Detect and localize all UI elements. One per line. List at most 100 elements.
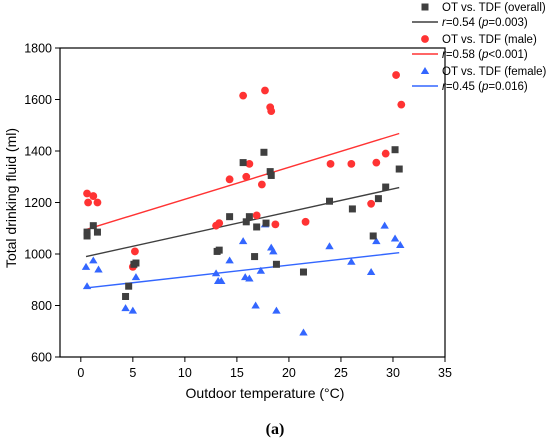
y-tick-label: 1200 bbox=[24, 196, 52, 210]
data-point-square bbox=[83, 228, 91, 236]
data-point-circle bbox=[83, 189, 91, 198]
data-point-square bbox=[369, 232, 377, 240]
fit-line-triangle bbox=[85, 252, 400, 289]
data-point-square bbox=[267, 171, 275, 179]
data-point-square bbox=[93, 228, 101, 236]
legend-fit-label-square: r=0.54 (p=0.003) bbox=[442, 17, 528, 29]
data-point-triangle bbox=[131, 273, 141, 281]
data-point-circle bbox=[257, 180, 266, 189]
data-point-triangle bbox=[217, 277, 226, 285]
data-point-square bbox=[326, 197, 333, 205]
data-point-triangle bbox=[396, 240, 405, 248]
x-tick-label: 0 bbox=[77, 366, 84, 380]
data-point-triangle bbox=[81, 262, 91, 270]
data-point-circle bbox=[397, 100, 406, 109]
data-point-square bbox=[215, 246, 223, 254]
data-point-circle bbox=[367, 199, 376, 208]
data-point-square bbox=[122, 292, 130, 300]
data-point-triangle bbox=[372, 237, 381, 245]
figure-caption: (a) bbox=[266, 421, 285, 438]
data-point-triangle bbox=[128, 306, 138, 314]
data-point-square bbox=[132, 259, 140, 267]
data-point-square bbox=[242, 218, 250, 226]
data-point-square bbox=[262, 219, 270, 227]
data-point-triangle bbox=[89, 256, 98, 264]
data-point-triangle bbox=[272, 306, 281, 314]
data-point-square bbox=[382, 183, 390, 191]
legend-marker-triangle bbox=[420, 67, 430, 74]
y-tick-label: 600 bbox=[31, 351, 52, 365]
data-point-circle bbox=[267, 107, 276, 115]
data-point-circle bbox=[131, 247, 139, 256]
x-tick-label: 25 bbox=[334, 366, 348, 380]
axes: 0 5 10 15 20 25 30 35 600 800 1000 1200 1400 1600 1800 bbox=[24, 42, 452, 381]
data-point-triangle bbox=[380, 221, 389, 229]
data-point-triangle bbox=[82, 282, 92, 290]
data-point-triangle bbox=[211, 269, 221, 277]
data-point-triangle bbox=[238, 237, 248, 245]
data-point-circle bbox=[271, 220, 280, 229]
data-point-square bbox=[299, 268, 307, 276]
y-tick-label: 800 bbox=[31, 299, 52, 313]
legend-marker-circle bbox=[421, 35, 429, 43]
y-axis-title: Total drinking fluid (ml) bbox=[3, 128, 19, 268]
x-tick-label: 30 bbox=[386, 366, 400, 380]
data-point-circle bbox=[347, 159, 356, 168]
data-point-square bbox=[253, 223, 261, 231]
data-point-triangle bbox=[225, 256, 234, 264]
data-point-square bbox=[125, 282, 133, 290]
data-point-square bbox=[395, 165, 403, 173]
data-point-circle bbox=[215, 219, 224, 228]
data-point-circle bbox=[392, 71, 400, 79]
data-point-circle bbox=[239, 91, 248, 100]
data-point-triangle bbox=[347, 257, 356, 265]
data-point-square bbox=[89, 222, 97, 230]
y-tick-label: 1400 bbox=[24, 145, 52, 159]
fit-line-square bbox=[85, 186, 400, 258]
data-point-triangle bbox=[390, 234, 400, 242]
legend-fit-label-circle: r=0.58 (p<0.001) bbox=[442, 49, 528, 61]
legend-label-circle: OT vs. TDF (male) bbox=[442, 34, 537, 46]
legend-label-square: OT vs. TDF (overall) bbox=[442, 2, 546, 14]
data-point-square bbox=[239, 159, 247, 167]
data-point-circle bbox=[372, 158, 381, 167]
data-point-circle bbox=[242, 172, 251, 181]
data-point-square bbox=[260, 148, 268, 156]
data-point-square bbox=[83, 232, 91, 240]
data-point-square bbox=[348, 205, 356, 213]
data-point-triangle bbox=[256, 266, 266, 274]
data-point-circle bbox=[261, 86, 269, 95]
data-point-triangle bbox=[366, 268, 376, 276]
y-tick-label: 1600 bbox=[24, 93, 52, 107]
data-point-circle bbox=[326, 159, 335, 168]
x-tick-label: 15 bbox=[230, 366, 244, 380]
data-point-square bbox=[391, 146, 399, 154]
x-tick-label: 5 bbox=[129, 366, 136, 380]
data-point-triangle bbox=[269, 247, 278, 255]
data-point-circle bbox=[301, 217, 310, 226]
data-point-triangle bbox=[299, 328, 308, 336]
data-point-square bbox=[226, 213, 234, 221]
x-tick-label: 35 bbox=[438, 366, 452, 380]
legend-marker-square bbox=[421, 3, 429, 11]
y-tick-label: 1800 bbox=[24, 42, 52, 56]
data-point-square bbox=[251, 253, 259, 261]
x-tick-label: 20 bbox=[282, 366, 296, 380]
regression-lines bbox=[85, 132, 400, 289]
data-point-triangle bbox=[251, 301, 260, 309]
x-axis-title: Outdoor temperature (°C) bbox=[186, 385, 345, 401]
data-point-circle bbox=[84, 198, 92, 207]
data-point-triangle bbox=[94, 265, 103, 273]
data-point-circle bbox=[225, 175, 234, 184]
data-point-square bbox=[266, 168, 274, 176]
legend-label-triangle: OT vs. TDF (female) bbox=[442, 66, 547, 78]
data-point-square bbox=[272, 260, 280, 268]
data-point-triangle bbox=[121, 304, 130, 312]
data-point-circle bbox=[93, 198, 102, 207]
data-point-circle bbox=[89, 192, 98, 200]
data-point-circle bbox=[245, 159, 254, 168]
data-point-triangle bbox=[325, 242, 334, 250]
x-tick-label: 10 bbox=[178, 366, 192, 380]
fit-line-circle bbox=[85, 132, 400, 231]
legend: OT vs. TDF (overall) r=0.54 (p=0.003) OT v… bbox=[412, 2, 547, 93]
